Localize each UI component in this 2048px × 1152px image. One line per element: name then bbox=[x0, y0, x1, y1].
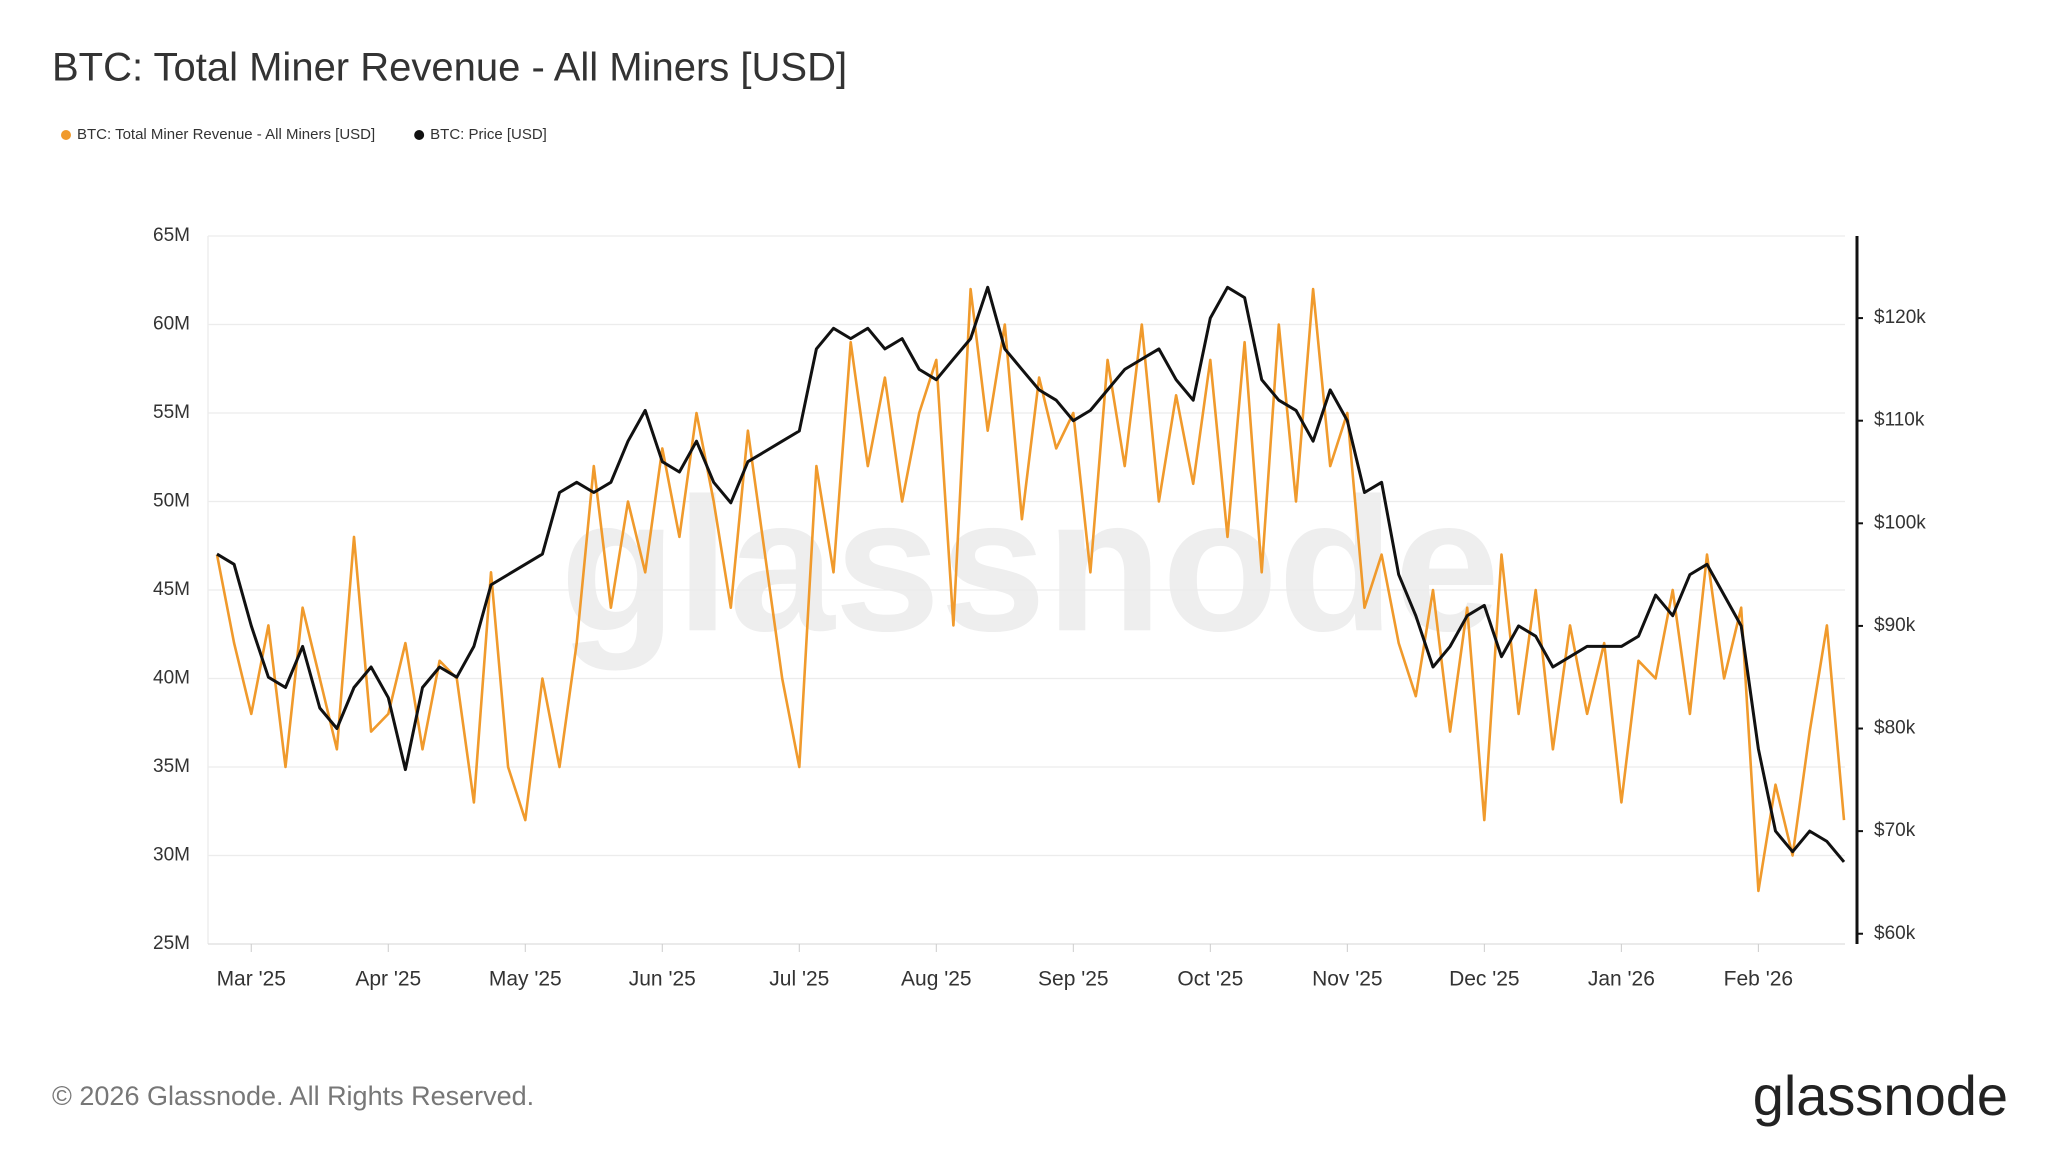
legend-marker bbox=[61, 130, 71, 140]
y-tick-label: 50M bbox=[153, 491, 190, 512]
chart-title: BTC: Total Miner Revenue - All Miners [U… bbox=[52, 46, 847, 90]
y2-tick-label: $80k bbox=[1874, 718, 1916, 739]
y2-tick-label: $100k bbox=[1874, 512, 1926, 533]
series-line bbox=[215, 287, 1846, 893]
y-tick-label: 30M bbox=[153, 845, 190, 866]
y-tick-label: 60M bbox=[153, 314, 190, 335]
x-tick-label: Sep '25 bbox=[1038, 968, 1109, 991]
x-tick-label: Jul '25 bbox=[769, 968, 829, 991]
legend-label: BTC: Total Miner Revenue - All Miners [U… bbox=[77, 126, 375, 143]
logo: glassnode bbox=[1753, 1064, 2008, 1127]
y-tick-label: 55M bbox=[153, 402, 190, 423]
x-tick-label: Aug '25 bbox=[901, 968, 972, 991]
y-tick-label: 45M bbox=[153, 579, 190, 600]
y-tick-label: 65M bbox=[153, 225, 190, 246]
legend-label: BTC: Price [USD] bbox=[430, 126, 547, 143]
y2-tick-label: $60k bbox=[1874, 923, 1916, 944]
x-tick-label: Dec '25 bbox=[1449, 968, 1520, 991]
x-tick-label: Apr '25 bbox=[355, 968, 421, 991]
series-line bbox=[216, 285, 1846, 863]
x-tick-label: Jan '26 bbox=[1588, 968, 1655, 991]
watermark: glassnode bbox=[560, 459, 1500, 671]
x-tick-label: May '25 bbox=[489, 968, 562, 991]
y2-tick-label: $120k bbox=[1874, 307, 1926, 328]
x-tick-label: Oct '25 bbox=[1177, 968, 1243, 991]
y2-tick-label: $110k bbox=[1874, 410, 1925, 431]
y-tick-label: 35M bbox=[153, 756, 190, 777]
x-tick-label: Feb '26 bbox=[1724, 968, 1793, 991]
y2-tick-label: $90k bbox=[1874, 615, 1916, 636]
legend-marker bbox=[414, 130, 425, 140]
x-tick-label: Nov '25 bbox=[1312, 968, 1383, 991]
y-tick-label: 25M bbox=[153, 933, 190, 954]
y2-tick-label: $70k bbox=[1874, 820, 1916, 841]
y-tick-label: 40M bbox=[153, 668, 190, 689]
x-tick-label: Mar '25 bbox=[217, 968, 286, 991]
copyright: © 2026 Glassnode. All Rights Reserved. bbox=[52, 1081, 534, 1111]
x-tick-label: Jun '25 bbox=[629, 968, 696, 991]
